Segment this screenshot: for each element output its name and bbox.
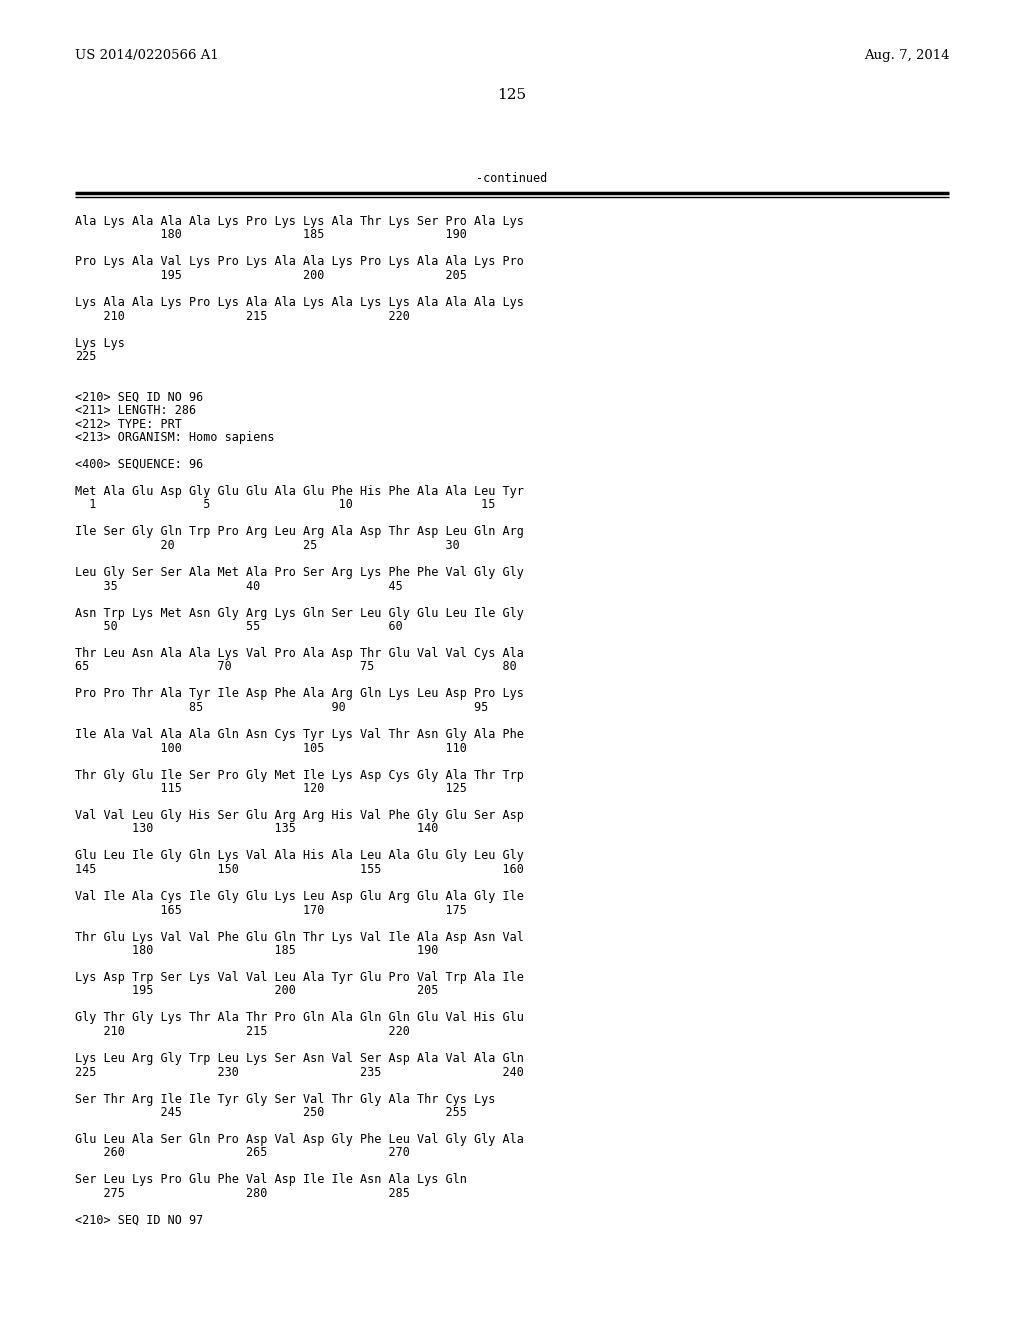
Text: Asn Trp Lys Met Asn Gly Arg Lys Gln Ser Leu Gly Glu Leu Ile Gly: Asn Trp Lys Met Asn Gly Arg Lys Gln Ser … (75, 606, 524, 619)
Text: Val Val Leu Gly His Ser Glu Arg Arg His Val Phe Gly Glu Ser Asp: Val Val Leu Gly His Ser Glu Arg Arg His … (75, 809, 524, 822)
Text: 20                  25                  30: 20 25 30 (75, 539, 460, 552)
Text: Aug. 7, 2014: Aug. 7, 2014 (864, 49, 950, 62)
Text: Ser Leu Lys Pro Glu Phe Val Asp Ile Ile Asn Ala Lys Gln: Ser Leu Lys Pro Glu Phe Val Asp Ile Ile … (75, 1173, 467, 1187)
Text: Lys Leu Arg Gly Trp Leu Lys Ser Asn Val Ser Asp Ala Val Ala Gln: Lys Leu Arg Gly Trp Leu Lys Ser Asn Val … (75, 1052, 524, 1065)
Text: Gly Thr Gly Lys Thr Ala Thr Pro Gln Ala Gln Gln Glu Val His Glu: Gly Thr Gly Lys Thr Ala Thr Pro Gln Ala … (75, 1011, 524, 1024)
Text: Thr Glu Lys Val Val Phe Glu Gln Thr Lys Val Ile Ala Asp Asn Val: Thr Glu Lys Val Val Phe Glu Gln Thr Lys … (75, 931, 524, 944)
Text: 65                  70                  75                  80: 65 70 75 80 (75, 660, 517, 673)
Text: 210                 215                 220: 210 215 220 (75, 1026, 410, 1038)
Text: Pro Pro Thr Ala Tyr Ile Asp Phe Ala Arg Gln Lys Leu Asp Pro Lys: Pro Pro Thr Ala Tyr Ile Asp Phe Ala Arg … (75, 688, 524, 701)
Text: 225                 230                 235                 240: 225 230 235 240 (75, 1065, 524, 1078)
Text: <211> LENGTH: 286: <211> LENGTH: 286 (75, 404, 197, 417)
Text: Val Ile Ala Cys Ile Gly Glu Lys Leu Asp Glu Arg Glu Ala Gly Ile: Val Ile Ala Cys Ile Gly Glu Lys Leu Asp … (75, 890, 524, 903)
Text: Met Ala Glu Asp Gly Glu Glu Ala Glu Phe His Phe Ala Ala Leu Tyr: Met Ala Glu Asp Gly Glu Glu Ala Glu Phe … (75, 484, 524, 498)
Text: 130                 135                 140: 130 135 140 (75, 822, 438, 836)
Text: 195                 200                 205: 195 200 205 (75, 269, 467, 282)
Text: <210> SEQ ID NO 97: <210> SEQ ID NO 97 (75, 1214, 203, 1228)
Text: <212> TYPE: PRT: <212> TYPE: PRT (75, 417, 182, 430)
Text: <400> SEQUENCE: 96: <400> SEQUENCE: 96 (75, 458, 203, 471)
Text: Lys Ala Ala Lys Pro Lys Ala Ala Lys Ala Lys Lys Ala Ala Ala Lys: Lys Ala Ala Lys Pro Lys Ala Ala Lys Ala … (75, 296, 524, 309)
Text: Ala Lys Ala Ala Ala Lys Pro Lys Lys Ala Thr Lys Ser Pro Ala Lys: Ala Lys Ala Ala Ala Lys Pro Lys Lys Ala … (75, 215, 524, 228)
Text: 50                  55                  60: 50 55 60 (75, 620, 402, 634)
Text: Ser Thr Arg Ile Ile Tyr Gly Ser Val Thr Gly Ala Thr Cys Lys: Ser Thr Arg Ile Ile Tyr Gly Ser Val Thr … (75, 1093, 496, 1106)
Text: Thr Gly Glu Ile Ser Pro Gly Met Ile Lys Asp Cys Gly Ala Thr Trp: Thr Gly Glu Ile Ser Pro Gly Met Ile Lys … (75, 768, 524, 781)
Text: 260                 265                 270: 260 265 270 (75, 1147, 410, 1159)
Text: Ile Ser Gly Gln Trp Pro Arg Leu Arg Ala Asp Thr Asp Leu Gln Arg: Ile Ser Gly Gln Trp Pro Arg Leu Arg Ala … (75, 525, 524, 539)
Text: 100                 105                 110: 100 105 110 (75, 742, 467, 755)
Text: 245                 250                 255: 245 250 255 (75, 1106, 467, 1119)
Text: Glu Leu Ala Ser Gln Pro Asp Val Asp Gly Phe Leu Val Gly Gly Ala: Glu Leu Ala Ser Gln Pro Asp Val Asp Gly … (75, 1133, 524, 1146)
Text: 195                 200                 205: 195 200 205 (75, 985, 438, 998)
Text: 115                 120                 125: 115 120 125 (75, 781, 467, 795)
Text: 125: 125 (498, 88, 526, 102)
Text: <210> SEQ ID NO 96: <210> SEQ ID NO 96 (75, 391, 203, 404)
Text: 145                 150                 155                 160: 145 150 155 160 (75, 863, 524, 876)
Text: 1               5                  10                  15: 1 5 10 15 (75, 499, 496, 511)
Text: 35                  40                  45: 35 40 45 (75, 579, 402, 593)
Text: Pro Lys Ala Val Lys Pro Lys Ala Ala Lys Pro Lys Ala Ala Lys Pro: Pro Lys Ala Val Lys Pro Lys Ala Ala Lys … (75, 256, 524, 268)
Text: Ile Ala Val Ala Ala Gln Asn Cys Tyr Lys Val Thr Asn Gly Ala Phe: Ile Ala Val Ala Ala Gln Asn Cys Tyr Lys … (75, 729, 524, 741)
Text: 225: 225 (75, 350, 96, 363)
Text: Thr Leu Asn Ala Ala Lys Val Pro Ala Asp Thr Glu Val Val Cys Ala: Thr Leu Asn Ala Ala Lys Val Pro Ala Asp … (75, 647, 524, 660)
Text: -continued: -continued (476, 172, 548, 185)
Text: 275                 280                 285: 275 280 285 (75, 1187, 410, 1200)
Text: <213> ORGANISM: Homo sapiens: <213> ORGANISM: Homo sapiens (75, 432, 274, 444)
Text: US 2014/0220566 A1: US 2014/0220566 A1 (75, 49, 219, 62)
Text: 180                 185                 190: 180 185 190 (75, 228, 467, 242)
Text: 165                 170                 175: 165 170 175 (75, 903, 467, 916)
Text: Glu Leu Ile Gly Gln Lys Val Ala His Ala Leu Ala Glu Gly Leu Gly: Glu Leu Ile Gly Gln Lys Val Ala His Ala … (75, 850, 524, 862)
Text: Leu Gly Ser Ser Ala Met Ala Pro Ser Arg Lys Phe Phe Val Gly Gly: Leu Gly Ser Ser Ala Met Ala Pro Ser Arg … (75, 566, 524, 579)
Text: Lys Lys: Lys Lys (75, 337, 125, 350)
Text: 210                 215                 220: 210 215 220 (75, 309, 410, 322)
Text: Lys Asp Trp Ser Lys Val Val Leu Ala Tyr Glu Pro Val Trp Ala Ile: Lys Asp Trp Ser Lys Val Val Leu Ala Tyr … (75, 972, 524, 983)
Text: 85                  90                  95: 85 90 95 (75, 701, 488, 714)
Text: 180                 185                 190: 180 185 190 (75, 944, 438, 957)
